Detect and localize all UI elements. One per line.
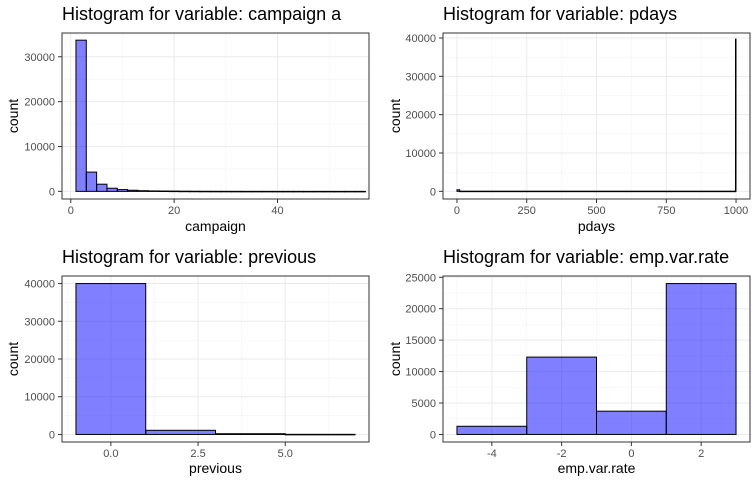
histogram-bar (178, 190, 191, 193)
x-axis-title: campaign (185, 218, 246, 234)
histogram-bar (116, 189, 129, 192)
y-tick-label: 0 (49, 429, 55, 441)
chart-panel-3: 0.0 2.5 5.0 0 10000 20000 30000 40000 Histogram … (5, 247, 370, 476)
y-tick-label: 0 (49, 186, 55, 198)
histogram-bar (302, 190, 315, 193)
y-axis-title: count (387, 99, 403, 133)
histogram-bar (127, 189, 139, 192)
chart-title: Histogram for variable: campaign a (62, 4, 342, 24)
histogram-bar (189, 190, 201, 193)
chart-title: Histogram for variable: previous (62, 247, 316, 267)
chart-title: Histogram for variable: pdays (443, 4, 677, 24)
y-tick-label: 30000 (24, 316, 55, 328)
y-axis-title: count (5, 99, 21, 133)
chart-panel-2: 0 250 500 750 1000010000200003000040000Histo… (387, 4, 751, 234)
y-tick-label: 10000 (24, 142, 55, 154)
histogram-bar (354, 190, 366, 193)
y-tick-label: 40000 (24, 279, 55, 291)
x-tick-label: 0 (628, 448, 634, 460)
x-tick-label: 0 (68, 205, 74, 217)
y-tick-label: 10000 (405, 148, 436, 160)
histogram-bar (333, 190, 346, 193)
histogram-bar (271, 190, 284, 193)
histogram-bar (240, 190, 253, 193)
histogram-bar (199, 190, 211, 193)
x-tick-label: 20 (168, 205, 180, 217)
histogram-bar (344, 190, 356, 193)
y-tick-label: 30000 (405, 71, 436, 83)
x-tick-label: 0 (454, 205, 460, 217)
x-axis-title: previous (189, 460, 242, 476)
y-tick-label: 20000 (405, 304, 436, 316)
x-tick-label: 750 (657, 205, 675, 217)
histogram-bar (75, 283, 147, 435)
histogram-bar (209, 190, 222, 193)
histogram-bar (313, 190, 325, 193)
histogram-bar (459, 190, 736, 193)
x-tick-label: 2 (698, 448, 704, 460)
y-tick-label: 25000 (405, 272, 436, 284)
y-tick-label: 10000 (405, 367, 436, 379)
histogram-bar (456, 425, 528, 435)
chart-panel-1: 0 20 40 0 10000 20000 30000 Histogram for varia… (5, 4, 370, 234)
histogram-bar (596, 410, 667, 435)
histogram-bar (220, 190, 232, 193)
x-tick-label: 0.0 (103, 448, 118, 460)
y-axis-title: count (5, 342, 21, 376)
y-tick-label: 15000 (405, 335, 436, 347)
x-axis-title: emp.var.rate (558, 460, 636, 476)
histogram-bar (292, 190, 304, 193)
y-axis-title: count (387, 342, 403, 376)
histogram-bar (137, 190, 149, 192)
y-tick-label: 5000 (412, 398, 436, 410)
histogram-bar (75, 39, 87, 192)
chart-panel-4: -4 -2 0 2 0 5000 10000 15000 20000 25000 Histogram… (387, 247, 751, 476)
x-tick-label: 250 (518, 205, 536, 217)
y-tick-label: 20000 (24, 97, 55, 109)
histogram-bar (665, 283, 737, 435)
y-tick-label: 30000 (24, 52, 55, 64)
y-tick-label: 0 (430, 429, 436, 441)
histogram-bar (106, 187, 118, 192)
histogram-bar (323, 190, 335, 193)
x-axis-title: pdays (578, 218, 615, 234)
panel-border (442, 275, 751, 443)
x-tick-label: 500 (587, 205, 605, 217)
x-tick-label: 40 (271, 205, 283, 217)
x-tick-label: -4 (487, 448, 497, 460)
histogram-bar (230, 190, 242, 193)
histogram-bar (158, 190, 170, 193)
panel-background (62, 33, 369, 199)
histogram-bar (147, 190, 160, 192)
x-tick-label: 5.0 (278, 448, 293, 460)
histogram-bar (168, 190, 180, 193)
histogram-bar (734, 38, 737, 192)
histogram-bar (96, 183, 108, 192)
panel-border (61, 32, 370, 200)
histogram-bar (85, 171, 98, 192)
y-tick-label: 20000 (24, 354, 55, 366)
histogram-bar (526, 356, 598, 435)
x-tick-label: -2 (557, 448, 567, 460)
histogram-bar (284, 433, 356, 436)
histogram-bar (282, 190, 294, 193)
histogram-bar (251, 190, 263, 193)
histogram-bar (456, 189, 461, 192)
y-tick-label: 0 (430, 186, 436, 198)
histogram-bar (145, 429, 217, 435)
chart-title: Histogram for variable: emp.var.rate (443, 247, 729, 267)
histogram-bar (215, 433, 286, 435)
x-tick-label: 1000 (724, 205, 748, 217)
y-tick-label: 20000 (405, 110, 436, 122)
x-tick-label: 2.5 (190, 448, 205, 460)
histogram-bar (261, 190, 273, 193)
y-tick-label: 10000 (24, 392, 55, 404)
y-tick-label: 40000 (405, 33, 436, 45)
